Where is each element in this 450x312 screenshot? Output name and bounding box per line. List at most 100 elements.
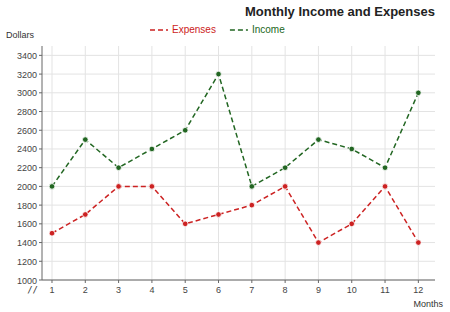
tick — [385, 280, 386, 283]
grid-line — [42, 92, 435, 93]
tick-label: 1200 — [17, 257, 37, 267]
tick-label: 2800 — [17, 107, 37, 117]
point — [182, 127, 188, 133]
tick — [39, 74, 42, 75]
tick-label: 2600 — [17, 126, 37, 136]
tick — [39, 148, 42, 149]
point — [416, 90, 422, 96]
tick-label: 1000 — [17, 276, 37, 286]
grid-line — [118, 46, 119, 280]
grid-line — [42, 74, 435, 75]
grid-line — [185, 46, 186, 280]
grid-line — [285, 46, 286, 280]
point — [382, 165, 388, 171]
chart: 1000 1200 1400 1600 1800 2000 2200 2400 2600 2800… — [0, 0, 450, 312]
tick-label: 12 — [413, 285, 423, 295]
grid-line — [151, 46, 152, 280]
legend: Expenses Income — [150, 24, 285, 35]
tick — [39, 111, 42, 112]
grid-line — [42, 130, 435, 131]
grid-line — [42, 205, 435, 206]
grid-line — [51, 46, 52, 280]
point — [349, 221, 355, 227]
tick — [39, 167, 42, 168]
x-axis — [42, 280, 435, 281]
y-axis-label: Dollars — [6, 30, 35, 40]
tick-label: 7 — [249, 285, 254, 295]
tick-label: 3200 — [17, 70, 37, 80]
tick-label: 2 — [83, 285, 88, 295]
point — [416, 240, 422, 246]
series-line — [52, 186, 418, 242]
grid-line — [42, 261, 435, 262]
tick-label: 2000 — [17, 182, 37, 192]
tick — [351, 280, 352, 283]
tick — [51, 280, 52, 283]
point — [149, 184, 155, 190]
grid-line — [42, 242, 435, 243]
tick — [418, 280, 419, 283]
tick — [285, 280, 286, 283]
tick — [318, 280, 319, 283]
tick — [39, 242, 42, 243]
point — [349, 146, 355, 152]
tick — [39, 92, 42, 93]
annotation: // — [27, 285, 38, 295]
tick-label: 1 — [49, 285, 54, 295]
grid-line — [385, 46, 386, 280]
tick-label: 3000 — [17, 88, 37, 98]
point — [249, 184, 255, 190]
point — [116, 165, 122, 171]
grid-line — [85, 46, 86, 280]
grid-line — [218, 46, 219, 280]
tick-label: 8 — [283, 285, 288, 295]
grid — [42, 46, 435, 280]
tick-label: 2400 — [17, 144, 37, 154]
tick-label: 3400 — [17, 51, 37, 61]
tick — [151, 280, 152, 283]
tick-label: 1600 — [17, 219, 37, 229]
tick-label: 9 — [316, 285, 321, 295]
tick-label: 10 — [347, 285, 357, 295]
legend-label: Expenses — [172, 24, 216, 35]
tick — [118, 280, 119, 283]
grid-line — [42, 111, 435, 112]
y-axis — [42, 46, 43, 280]
grid-line — [42, 167, 435, 168]
grid-line — [351, 46, 352, 280]
tick-label: 1800 — [17, 201, 37, 211]
point — [316, 137, 322, 143]
legend-swatch — [230, 29, 248, 31]
grid-line — [42, 223, 435, 224]
tick — [39, 55, 42, 56]
legend-label: Income — [252, 24, 285, 35]
grid-line — [42, 148, 435, 149]
point — [282, 184, 288, 190]
tick — [39, 205, 42, 206]
tick — [39, 280, 42, 281]
point — [82, 137, 88, 143]
point — [382, 184, 388, 190]
tick-label: 5 — [183, 285, 188, 295]
plot-area — [49, 71, 421, 245]
legend-swatch — [150, 29, 168, 31]
tick — [251, 280, 252, 283]
point — [49, 230, 55, 236]
tick-label: 3 — [116, 285, 121, 295]
grid-line — [42, 55, 435, 56]
tick — [218, 280, 219, 283]
point — [116, 184, 122, 190]
tick — [39, 223, 42, 224]
series-line — [52, 74, 418, 186]
x-axis-label: Months — [413, 299, 443, 309]
point — [182, 221, 188, 227]
tick-label: 2200 — [17, 163, 37, 173]
tick-label: 1400 — [17, 238, 37, 248]
tick — [185, 280, 186, 283]
tick — [39, 186, 42, 187]
point — [249, 202, 255, 208]
point — [149, 146, 155, 152]
point — [216, 71, 222, 77]
grid-line — [42, 186, 435, 187]
tick — [85, 280, 86, 283]
